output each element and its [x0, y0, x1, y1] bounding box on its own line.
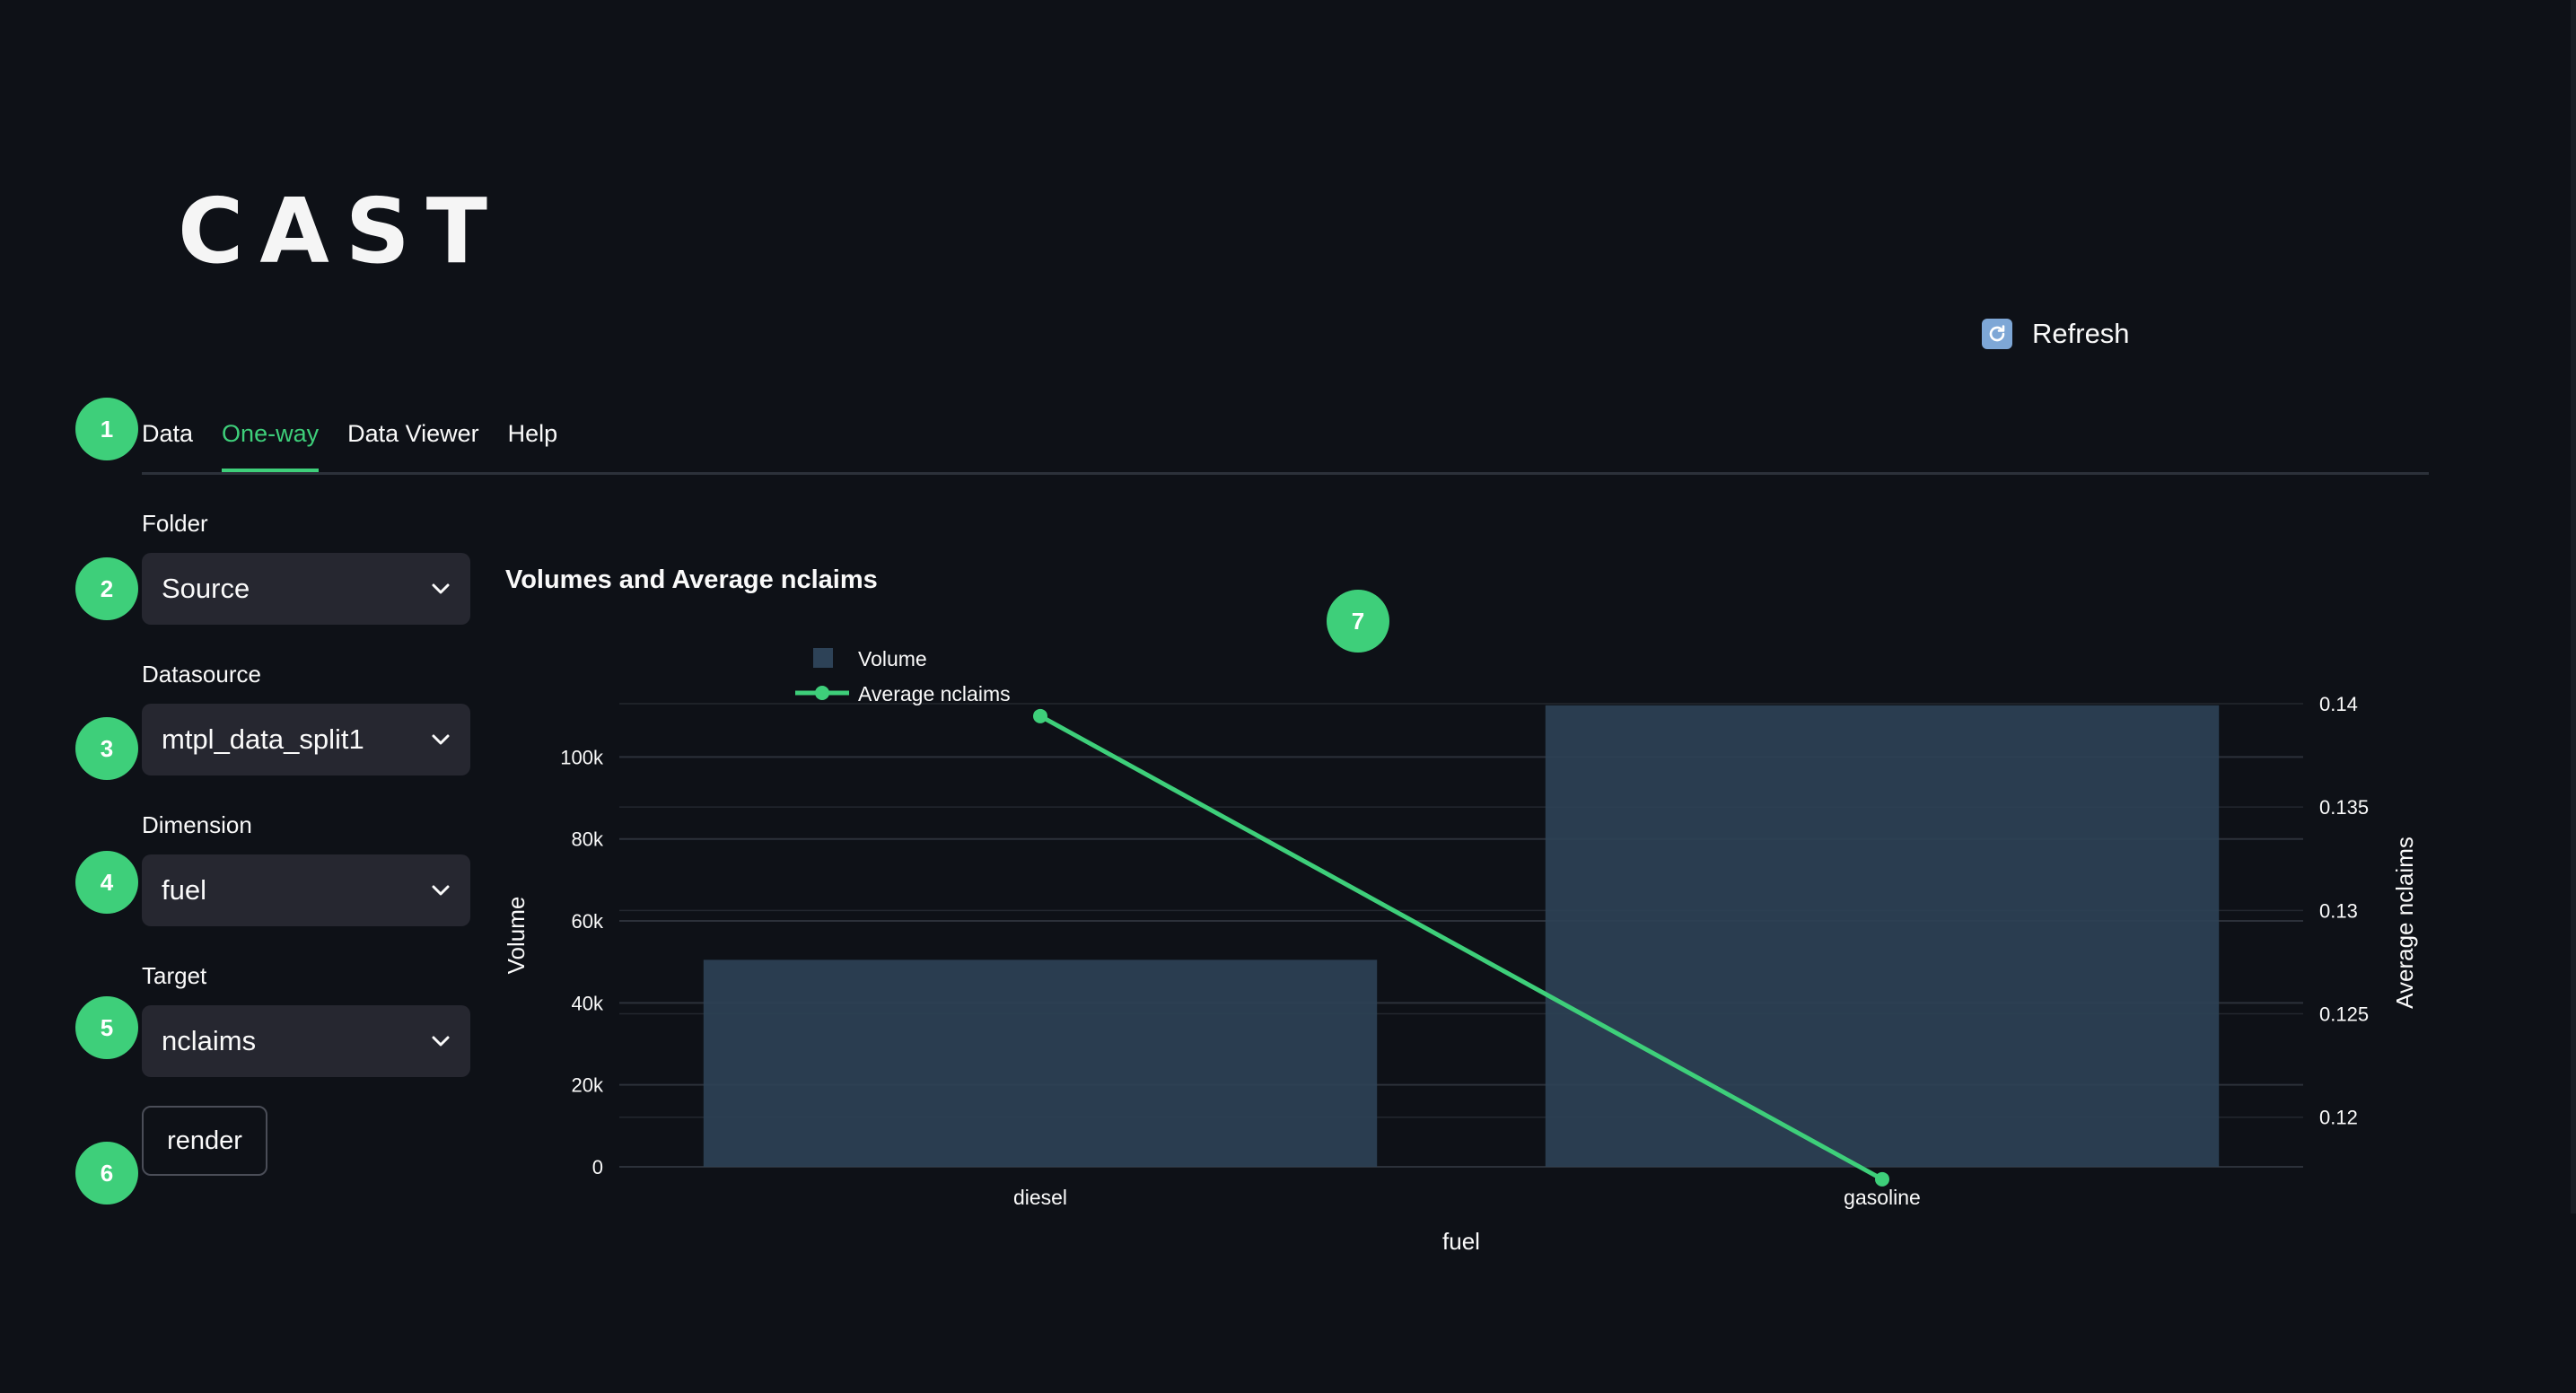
annotation-badge-1: 1: [75, 398, 138, 460]
tab-one-way[interactable]: One-way: [222, 409, 320, 472]
annotation-badge-3: 3: [75, 717, 138, 780]
folder-select[interactable]: Source: [142, 553, 470, 625]
tab-data-viewer[interactable]: Data Viewer: [347, 420, 479, 447]
y-tick-label: 60k: [572, 910, 604, 933]
y2-axis-title: Average nclaims: [2391, 837, 2418, 1009]
refresh-icon: [1982, 319, 2012, 349]
refresh-button[interactable]: Refresh: [1982, 314, 2130, 354]
x-tick-label: gasoline: [1844, 1186, 1921, 1209]
refresh-label: Refresh: [2032, 318, 2130, 349]
y2-tick-label: 0.125: [2319, 1003, 2369, 1026]
bar-volume: [703, 959, 1378, 1167]
annotation-badge-6: 6: [75, 1142, 138, 1205]
y-tick-label: 40k: [572, 992, 604, 1014]
annotation-badge-4: 4: [75, 851, 138, 914]
y2-tick-label: 0.135: [2319, 796, 2369, 819]
line-point: [1033, 708, 1047, 723]
folder-label: Folder: [142, 510, 208, 537]
y2-tick-label: 0.13: [2319, 899, 2358, 922]
line-average-nclaims: [1038, 714, 1884, 1182]
dimension-select[interactable]: fuel: [142, 854, 470, 926]
target-select[interactable]: nclaims: [142, 1005, 470, 1077]
y-tick-label: 80k: [572, 828, 604, 851]
y-axis-title: Volume: [503, 897, 530, 975]
tab-help[interactable]: Help: [507, 420, 558, 447]
dimension-label: Dimension: [142, 811, 252, 838]
chevron-down-icon: [432, 734, 450, 745]
chevron-down-icon: [432, 583, 450, 594]
legend-label-volume: Volume: [858, 647, 927, 670]
y2-tick-label: 0.14: [2319, 693, 2358, 715]
datasource-select-value: mtpl_data_split1: [162, 723, 364, 755]
tab-bar: Data One-way Data Viewer Help: [142, 409, 2429, 475]
annotation-badge-7: 7: [1327, 590, 1389, 653]
y-tick-label: 0: [592, 1156, 603, 1178]
annotation-badge-5: 5: [75, 996, 138, 1059]
line-point: [1875, 1171, 1889, 1187]
y2-tick-label: 0.12: [2319, 1107, 2358, 1129]
legend-swatch-marker: [815, 686, 829, 700]
app-logo: CAST: [178, 179, 504, 284]
target-label: Target: [142, 962, 207, 989]
annotation-badge-2: 2: [75, 557, 138, 620]
bar-volume: [1545, 705, 2220, 1167]
x-axis-title: fuel: [1442, 1228, 1480, 1255]
datasource-select[interactable]: mtpl_data_split1: [142, 704, 470, 775]
datasource-label: Datasource: [142, 661, 261, 688]
chart-title: Volumes and Average nclaims: [505, 565, 878, 594]
chevron-down-icon: [432, 1036, 450, 1047]
x-tick-label: diesel: [1013, 1186, 1067, 1209]
folder-select-value: Source: [162, 573, 250, 604]
chevron-down-icon: [432, 885, 450, 896]
y-tick-label: 20k: [572, 1074, 604, 1097]
scrollbar[interactable]: [2571, 0, 2576, 1213]
legend-swatch-volume: [813, 648, 833, 668]
render-button[interactable]: render: [142, 1106, 267, 1176]
legend-label-average-nclaims: Average nclaims: [858, 682, 1011, 705]
target-select-value: nclaims: [162, 1025, 257, 1056]
tab-data[interactable]: Data: [142, 420, 194, 447]
y-tick-label: 100k: [560, 746, 604, 768]
dimension-select-value: fuel: [162, 874, 206, 906]
